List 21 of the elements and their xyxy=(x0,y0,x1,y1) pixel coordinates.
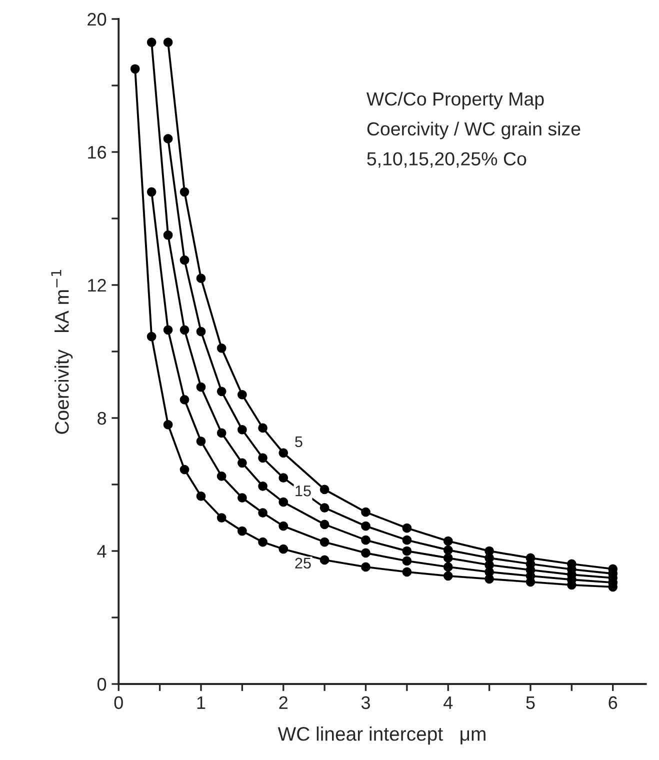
x-tick-label: 3 xyxy=(361,696,370,710)
y-tick-label: 4 xyxy=(97,545,106,558)
y-tick-label: 0 xyxy=(97,678,106,691)
x-tick-label: 2 xyxy=(279,696,288,709)
series-label: 25 xyxy=(295,558,311,569)
y-tick-label: 20 xyxy=(88,12,106,26)
y-tick-label: 8 xyxy=(98,412,106,425)
x-axis-title: WC linear intercept μm xyxy=(278,726,486,745)
x-tick-label: 6 xyxy=(608,696,618,710)
x-tick-label: 5 xyxy=(526,696,535,710)
y-axis-title: Coercivity kA m$^{−1}$ xyxy=(51,270,73,434)
annotation: Coercivity / WC grain size xyxy=(367,122,580,140)
annotation: WC/Co Property Map xyxy=(366,92,544,110)
series-label: 5 xyxy=(295,436,302,448)
x-tick-label: 4 xyxy=(444,696,453,709)
x-tick-label: 0 xyxy=(114,696,123,710)
y-tick-label: 16 xyxy=(88,146,106,159)
x-tick-label: 1 xyxy=(197,696,206,709)
y-tick-label: 12 xyxy=(88,278,106,292)
series-label: 15 xyxy=(296,486,311,496)
annotation: 5,10,15,20,25% Co xyxy=(367,152,526,168)
